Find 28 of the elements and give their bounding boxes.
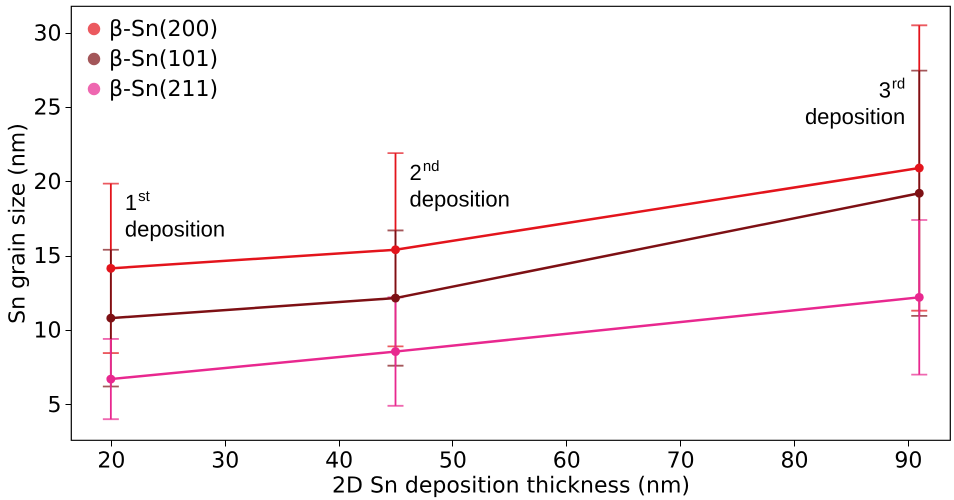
point [106,264,116,273]
x-axis-title: 2D Sn deposition thickness (nm) [332,474,690,498]
x-tick-label: 30 [211,448,240,474]
y-tick-label: 30 [34,21,62,46]
point [914,292,924,302]
x-tick-label: 70 [666,448,695,474]
y-tick-label: 25 [34,96,62,121]
legend-label: β-Sn(200) [109,17,218,42]
x-tick-label: 20 [97,448,126,474]
x-tick-label: 90 [894,448,922,474]
point [391,245,400,254]
x-tick-label: 40 [325,448,354,474]
legend-label: β-Sn(101) [109,47,218,72]
legend-label: β-Sn(211) [109,77,218,102]
y-tick-label: 15 [34,244,62,270]
point [391,294,400,303]
x-tick-label: 50 [438,448,467,474]
point [106,374,116,384]
x-tick-label: 80 [780,448,809,474]
y-tick-label: 20 [34,170,62,195]
point [106,314,116,323]
y-tick-label: 5 [48,392,62,418]
y-axis-title: Sn grain size (nm) [6,123,31,324]
y-tick-label: 10 [34,318,62,344]
point [914,188,924,198]
x-tick-label: 60 [552,448,581,474]
point [914,164,924,172]
point [391,347,400,356]
